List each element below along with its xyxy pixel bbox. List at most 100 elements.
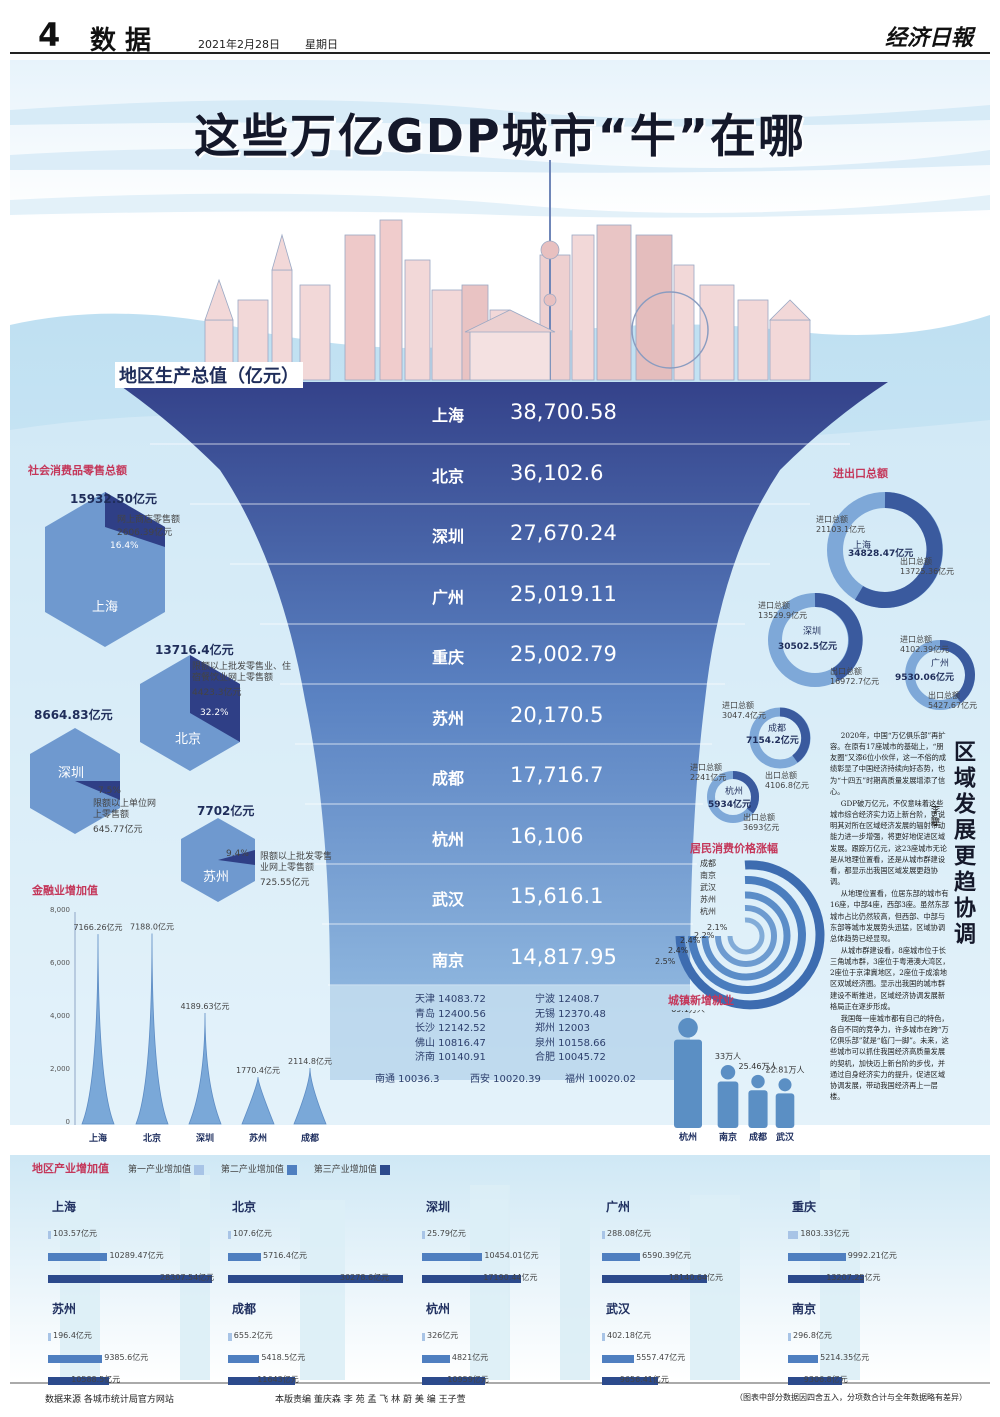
trade-donuts <box>707 492 975 823</box>
industry-city: 北京 <box>232 1200 257 1214</box>
industry-value: 5557.47亿元 <box>636 1353 686 1362</box>
industry-bar <box>422 1231 425 1239</box>
industry-value: 103.57亿元 <box>53 1229 97 1238</box>
industry-value: 296.8亿元 <box>793 1331 832 1340</box>
cpi-value: 2.2% <box>694 931 715 940</box>
retail-pct-beijing: 32.2% <box>200 708 229 718</box>
article-paragraph: 从城市群建设看，8座城市位于长三角城市群，3座位于粤港澳大湾区，2座位于京津冀地… <box>830 945 950 1011</box>
retail-total-suzhou: 7702亿元 <box>197 804 255 818</box>
industry-bar <box>48 1333 51 1341</box>
retail-amount-shanghai: 2606.39亿元 <box>117 528 173 538</box>
industry-value: 17190.44亿元 <box>483 1273 538 1282</box>
job-value: 69.1万人 <box>671 1010 705 1014</box>
trade-import-value: 21103.1亿元 <box>816 525 866 534</box>
article-body: 2020年，中国“万亿俱乐部”再扩容。在原有17座城市的基础上，“朋友圈”又添6… <box>830 730 950 1103</box>
article-paragraph: 2020年，中国“万亿俱乐部”再扩容。在原有17座城市的基础上，“朋友圈”又添6… <box>830 731 947 796</box>
cpi-city: 苏州 <box>700 895 716 904</box>
job-figure-body <box>775 1093 795 1128</box>
trade-export-value: 3693亿元 <box>743 823 780 832</box>
gdp-other-city: 长沙 12142.52 <box>415 1023 486 1034</box>
job-figure-head <box>720 1065 736 1080</box>
trade-export-label: 出口总额 <box>928 691 960 700</box>
retail-desc-shanghai: 网上商店零售额 <box>117 515 181 525</box>
finance-city-label: 苏州 <box>249 1132 267 1144</box>
gdp-value: 17,716.7 <box>510 763 604 787</box>
job-city: 成都 <box>749 1131 767 1143</box>
trade-import-label: 进口总额 <box>722 701 754 710</box>
job-value: 25.46万人 <box>739 1062 778 1071</box>
industry-city: 武汉 <box>606 1302 631 1316</box>
industry-bar <box>602 1333 605 1341</box>
trade-total: 7154.2亿元 <box>746 736 799 746</box>
finance-city-label: 深圳 <box>196 1132 214 1144</box>
industry-city: 苏州 <box>52 1302 77 1316</box>
legend-secondary: 第二产业增加值 <box>220 1165 284 1175</box>
trade-city: 广州 <box>931 659 950 669</box>
gdp-city-label: 成都 <box>432 769 465 788</box>
cpi-rings <box>675 860 825 1010</box>
industry-value: 30278.6亿元 <box>340 1273 390 1282</box>
industry-bar <box>48 1377 110 1385</box>
gdp-other-city: 青岛 12400.56 <box>415 1008 486 1020</box>
gdp-other-city: 福州 10020.02 <box>565 1074 636 1085</box>
finance-bar <box>135 933 169 1125</box>
article-paragraph: 我国每一座城市都有自己的特色，各自不同的竞争力，许多城市在跨“万亿俱乐部”就是“… <box>830 1013 949 1101</box>
finance-bar <box>241 1077 275 1125</box>
legend-tertiary: 第三产业增加值 <box>313 1165 377 1175</box>
finance-ytick: 6,000 <box>49 959 70 967</box>
trade-import-label: 进口总额 <box>900 635 932 644</box>
job-figure-head <box>678 1018 698 1038</box>
industry-bar <box>228 1231 231 1239</box>
finance-city-label: 北京 <box>143 1132 161 1144</box>
trade-import-value: 2241亿元 <box>690 773 727 782</box>
trade-city: 上海 <box>853 541 872 551</box>
industry-value: 5418.5亿元 <box>261 1353 306 1362</box>
page-number: 4 <box>38 16 61 54</box>
retail-amount-suzhou: 725.55亿元 <box>260 878 310 888</box>
finance-value-label: 7166.26亿元 <box>73 922 122 932</box>
job-city: 武汉 <box>776 1131 795 1143</box>
gdp-city-label: 重庆 <box>432 648 465 667</box>
industry-bar <box>788 1231 799 1239</box>
industry-city: 南京 <box>792 1302 817 1316</box>
gdp-city-label: 武汉 <box>432 890 465 909</box>
industry-bar <box>228 1275 403 1283</box>
industry-value: 10588.5亿元 <box>71 1375 121 1384</box>
issue-date: 2021年2月28日 <box>198 38 280 51</box>
industry-bar <box>48 1355 103 1363</box>
article-author: 李 瞳 <box>929 805 939 826</box>
industry-value: 5214.35亿元 <box>820 1353 870 1362</box>
cpi-value: 2.1% <box>707 923 728 932</box>
industry-city: 广州 <box>606 1200 631 1214</box>
industry-value: 196.4亿元 <box>53 1331 92 1340</box>
finance-value-label: 7188.0亿元 <box>130 922 174 932</box>
retail-city-beijing: 北京 <box>175 732 202 747</box>
gdp-other-city: 宁波 12408.7 <box>535 994 600 1005</box>
retail-desc-beijing: 限额以上批发零售业、住宿餐饮业网上零售额 <box>192 662 292 684</box>
gdp-other-city: 郑州 12003 <box>535 1023 590 1034</box>
finance-value-label: 2114.8亿元 <box>288 1056 332 1066</box>
trade-import-label: 进口总额 <box>758 601 790 610</box>
industry-bar <box>48 1253 108 1261</box>
cpi-city: 南京 <box>700 871 716 880</box>
cpi-value: 2.4% <box>680 936 701 945</box>
gdp-chart-title: 地区生产总值（亿元） <box>115 362 303 388</box>
industry-bar <box>422 1253 483 1261</box>
trade-city: 深圳 <box>803 627 822 637</box>
gdp-other-city: 泉州 10158.66 <box>535 1037 606 1049</box>
footer-note: （图表中部分数据因四舍五入，分项数合计与全年数据略有差异） <box>735 1393 967 1402</box>
finance-ytick: 2,000 <box>49 1065 70 1073</box>
issue-weekday: 星期日 <box>305 38 338 51</box>
gdp-value: 14,817.95 <box>510 944 617 969</box>
industry-city: 重庆 <box>792 1200 817 1214</box>
cpi-title: 居民消费价格涨幅 <box>690 842 778 855</box>
gdp-other-city: 佛山 10816.47 <box>415 1037 486 1049</box>
finance-ytick: 0 <box>65 1118 70 1126</box>
header-rule <box>10 52 990 54</box>
industry-bar <box>602 1253 641 1261</box>
industry-bar <box>422 1355 450 1363</box>
retail-amount-shenzhen: 645.77亿元 <box>93 825 143 835</box>
industry-city: 杭州 <box>426 1302 451 1316</box>
footer-source: 数据来源 各城市统计局官方网站 <box>45 1395 174 1405</box>
